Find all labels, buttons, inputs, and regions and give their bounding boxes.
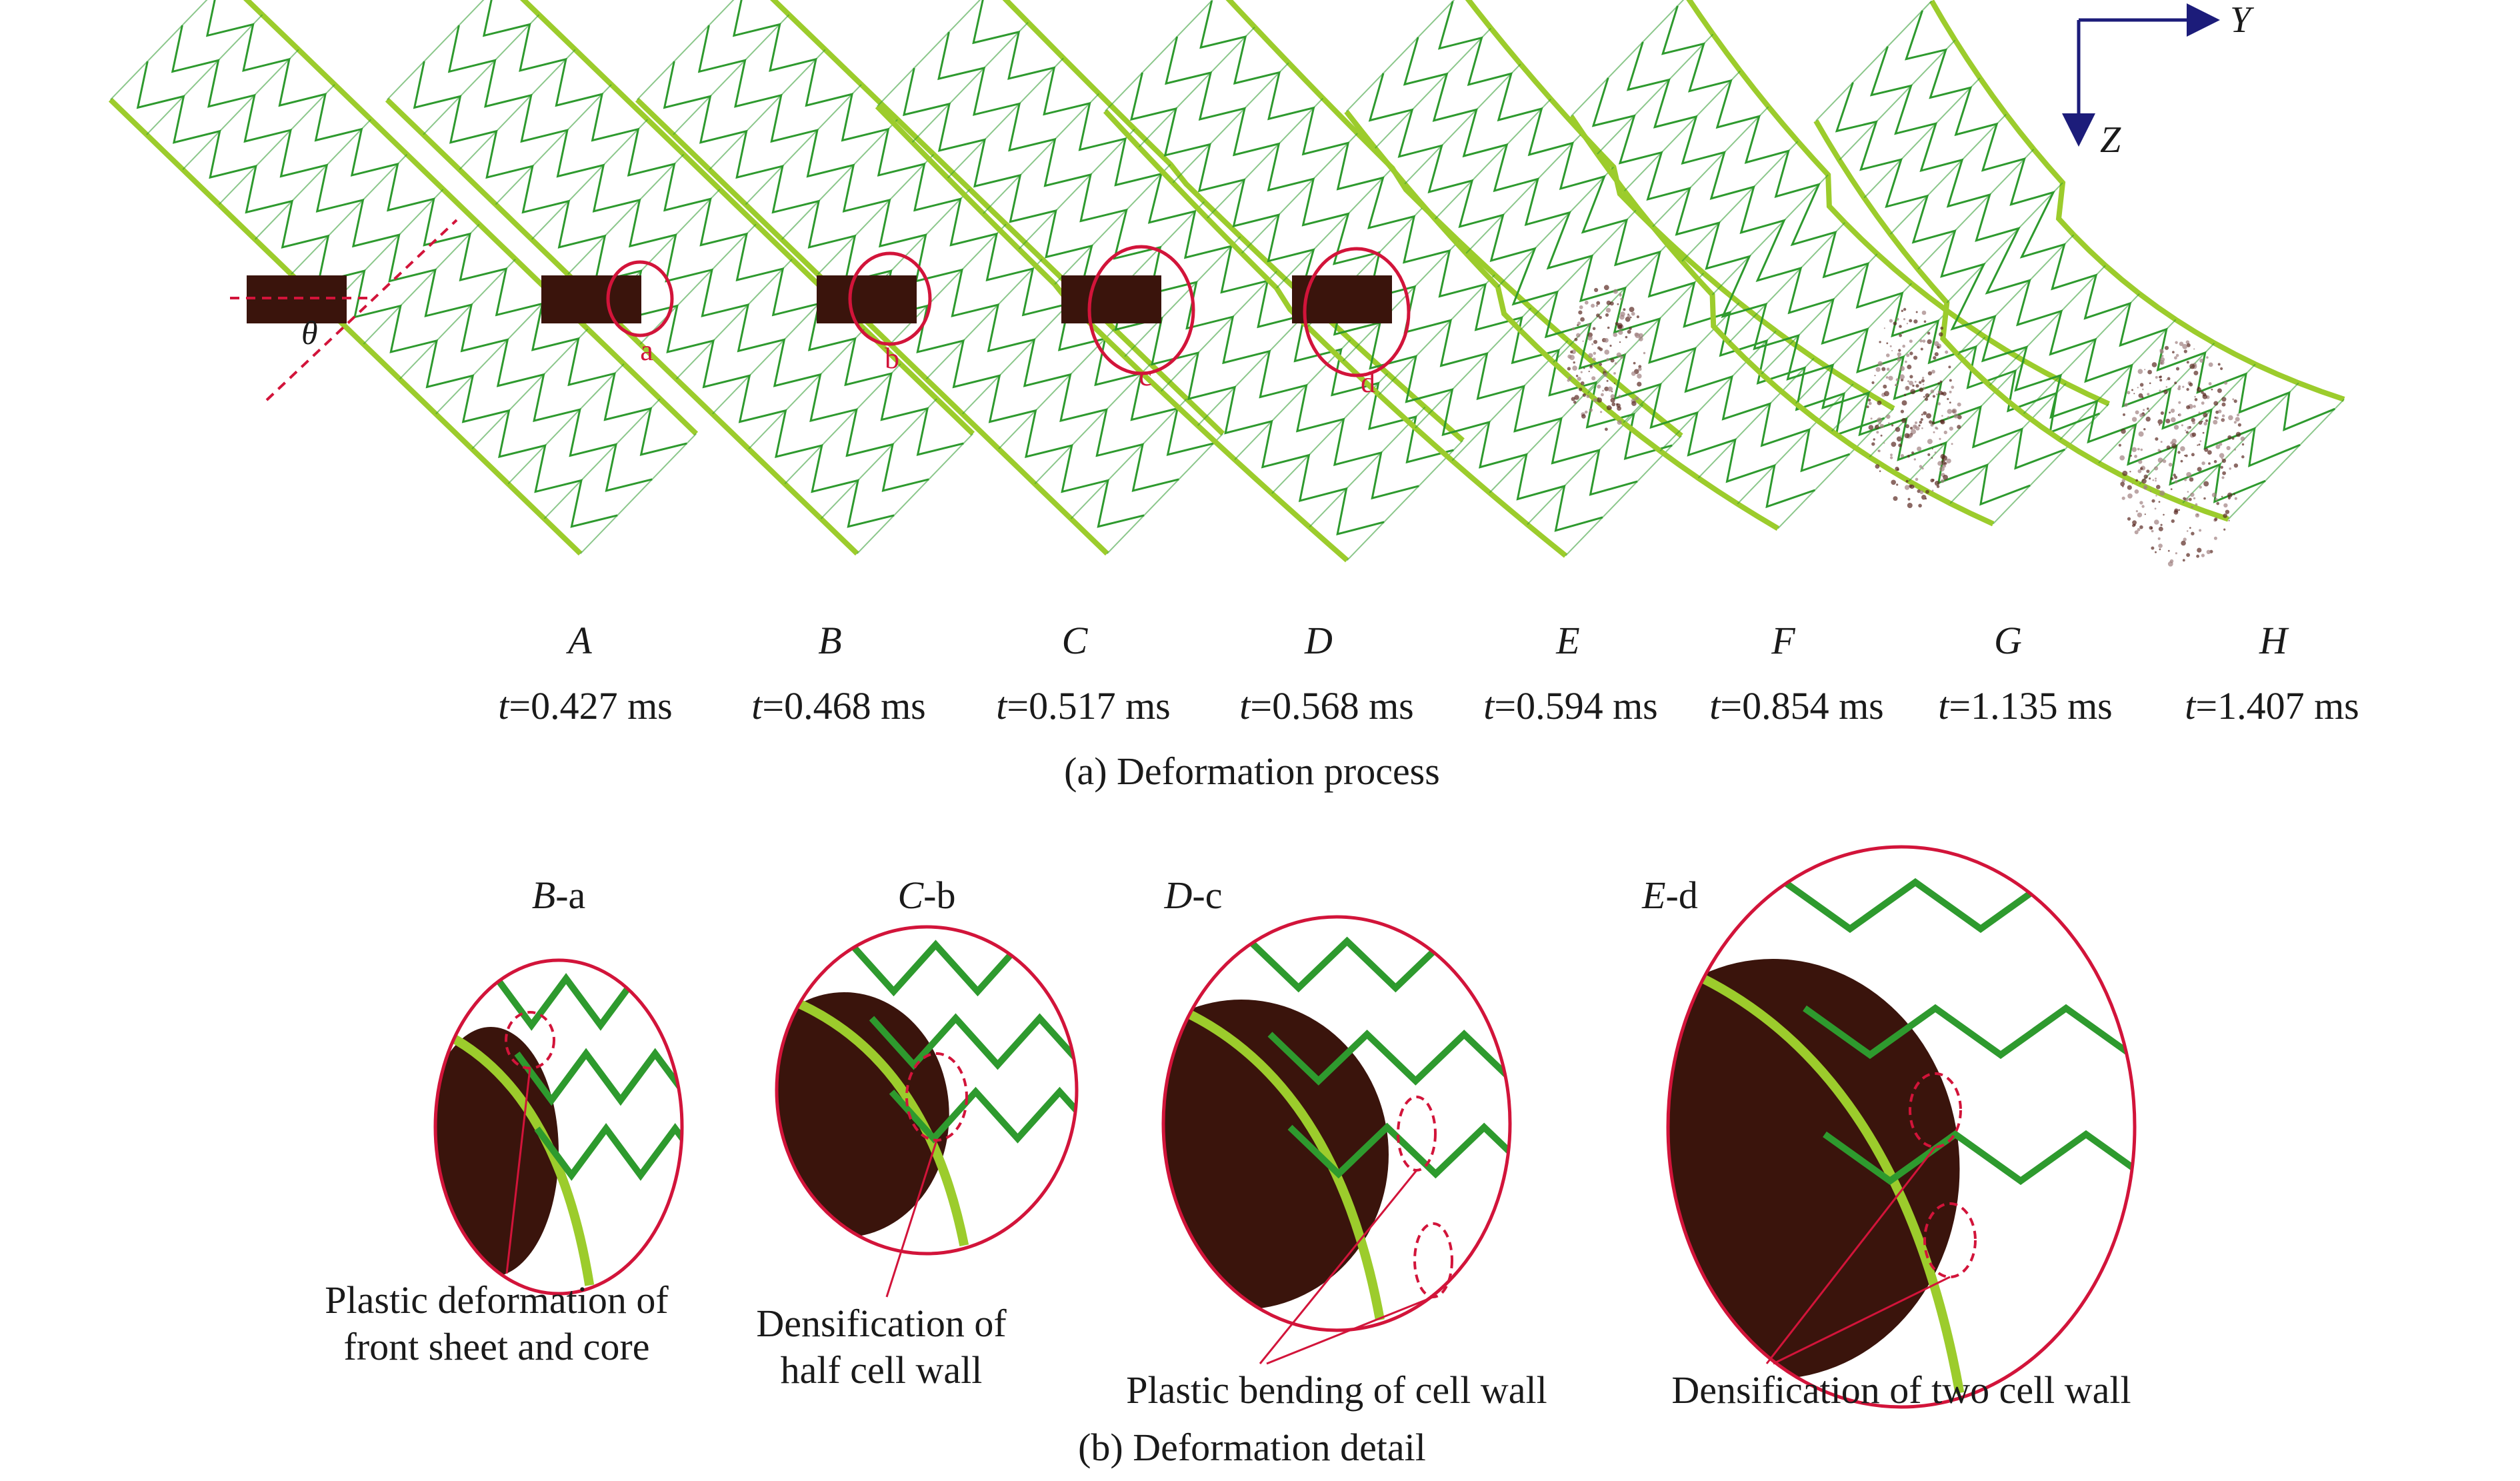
projectile-c xyxy=(817,275,917,323)
time-label-d: t=0.568 ms xyxy=(1239,684,1414,727)
sandwich-panel-g xyxy=(1569,0,2111,527)
highlight-circle-d xyxy=(1303,247,1411,377)
time-label-f: t=0.854 ms xyxy=(1709,684,1884,727)
sandwich-panel-e xyxy=(1103,0,1683,558)
projectile-b xyxy=(541,275,641,323)
sandwich-panel-f xyxy=(1344,0,1895,531)
stage-letter-f: F xyxy=(1771,619,1795,662)
detail-title-e-d: E-d xyxy=(1642,874,1698,917)
annotation-densification-two: Densification of two cell wall xyxy=(1671,1368,2131,1412)
pointer-line-3 xyxy=(1259,1170,1418,1364)
time-label-a: t=0.427 ms xyxy=(498,684,673,727)
dashed-marker-4 xyxy=(1413,1222,1453,1298)
time-label-e: t=0.594 ms xyxy=(1483,684,1658,727)
debris-cloud-e xyxy=(1567,285,1646,431)
stage-letter-b: B xyxy=(818,619,842,662)
detail-circle-e-d xyxy=(1666,845,2137,1409)
dashed-marker-5 xyxy=(1909,1072,1962,1148)
highlight-circle-c xyxy=(1087,245,1195,375)
pointer-line-4 xyxy=(1266,1296,1434,1365)
coordinate-axes xyxy=(2062,3,2220,147)
y-axis-label: Y xyxy=(2230,0,2251,41)
pointer-line-2 xyxy=(885,1140,938,1298)
region-mark-d: d xyxy=(1361,366,1375,399)
annotation-densification-half: Densification of half cell wall xyxy=(756,1302,1007,1392)
region-mark-a: a xyxy=(640,334,653,367)
detail-title-c-b: C-b xyxy=(897,874,956,917)
stage-letter-g: G xyxy=(1994,619,2022,662)
dashed-marker-6 xyxy=(1923,1202,1977,1278)
stage-letter-h: H xyxy=(2259,619,2287,662)
z-axis-label: Z xyxy=(2100,119,2121,161)
stage-letter-d: D xyxy=(1305,619,1333,662)
caption-deformation-process: (a) Deformation process xyxy=(1064,750,1440,793)
pointer-line-6 xyxy=(1773,1276,1951,1365)
detail-circle-b-a xyxy=(433,958,684,1296)
pointer-line-1 xyxy=(505,1068,531,1274)
debris-cloud-f xyxy=(1866,307,1962,508)
caption-deformation-detail: (b) Deformation detail xyxy=(1078,1426,1426,1469)
time-label-g: t=1.135 ms xyxy=(1938,684,2113,727)
highlight-circle-a xyxy=(606,260,674,337)
stage-letter-c: C xyxy=(1061,619,1088,662)
region-mark-b: b xyxy=(885,342,899,375)
region-mark-c: c xyxy=(1139,359,1152,392)
highlight-circle-b xyxy=(848,251,932,346)
projectile-d xyxy=(1061,275,1161,323)
pointer-line-5 xyxy=(1765,1146,1937,1364)
time-label-c: t=0.517 ms xyxy=(996,684,1171,727)
stage-letter-a: A xyxy=(568,619,592,662)
reference-line-inclined xyxy=(265,219,458,401)
detail-title-b-a: B-a xyxy=(531,874,586,917)
sandwich-panel-h xyxy=(1813,0,2345,522)
time-label-b: t=0.468 ms xyxy=(751,684,926,727)
debris-cloud-g xyxy=(2118,340,2245,567)
detail-circle-c-b xyxy=(775,925,1079,1256)
stage-letter-e: E xyxy=(1556,619,1580,662)
detail-title-d-c: D-c xyxy=(1164,874,1223,917)
angle-theta-label: θ xyxy=(301,314,318,351)
time-label-h: t=1.407 ms xyxy=(2185,684,2359,727)
annotation-plastic-deformation: Plastic deformation of front sheet and c… xyxy=(325,1278,669,1368)
annotation-plastic-bending: Plastic bending of cell wall xyxy=(1126,1368,1547,1412)
